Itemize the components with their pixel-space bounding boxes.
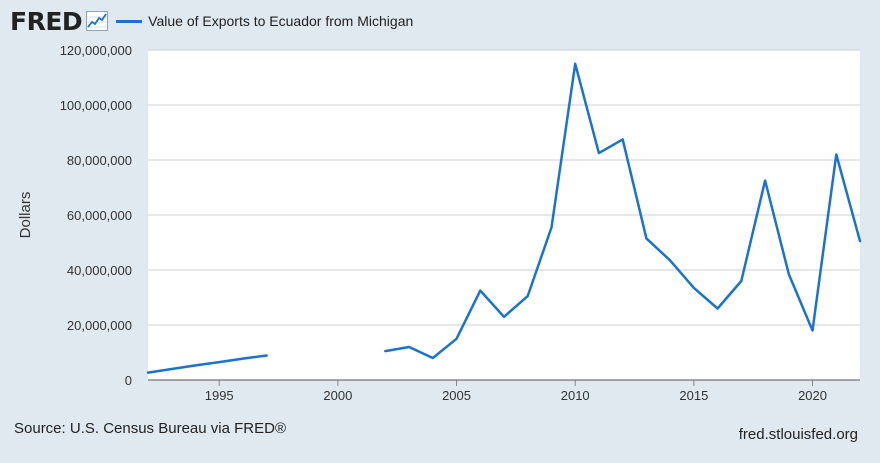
x-tick-label: 2015 (679, 388, 708, 403)
header: FRED Value of Exports to Ecuador from Mi… (10, 6, 413, 36)
x-tick-label: 2010 (561, 388, 590, 403)
legend-label: Value of Exports to Ecuador from Michiga… (148, 13, 414, 29)
y-tick-label: 20,000,000 (67, 318, 132, 333)
y-tick-label: 120,000,000 (60, 43, 132, 58)
series-line-segment (384, 62, 862, 360)
x-tick-label: 2005 (442, 388, 471, 403)
legend-swatch (116, 19, 143, 23)
y-tick-label: 80,000,000 (67, 153, 132, 168)
series-lines (146, 62, 862, 374)
site-link[interactable]: fred.stlouisfed.org (738, 426, 858, 443)
y-tick-label: 60,000,000 (67, 208, 132, 223)
y-tick-label: 40,000,000 (67, 263, 132, 278)
y-axis-ticks: 0 20,000,000 40,000,000 60,000,000 80,000,00… (60, 43, 132, 388)
y-tick-label: 0 (125, 373, 132, 388)
fred-logo[interactable]: FRED (10, 6, 83, 36)
chart-legend: Value of Exports to Ecuador from Michiga… (116, 13, 413, 29)
y-tick-label: 100,000,000 (60, 98, 132, 113)
x-axis-ticks: 1995 2000 2005 2010 2015 2020 (148, 379, 860, 403)
y-axis-label: Dollars (17, 192, 34, 239)
source-note: Source: U.S. Census Bureau via FRED® (14, 420, 286, 437)
x-tick-label: 1995 (205, 388, 234, 403)
trend-line-icon (86, 11, 109, 31)
series-line-segment (146, 354, 268, 374)
x-tick-label: 2020 (798, 388, 827, 403)
x-tick-label: 2000 (323, 388, 352, 403)
